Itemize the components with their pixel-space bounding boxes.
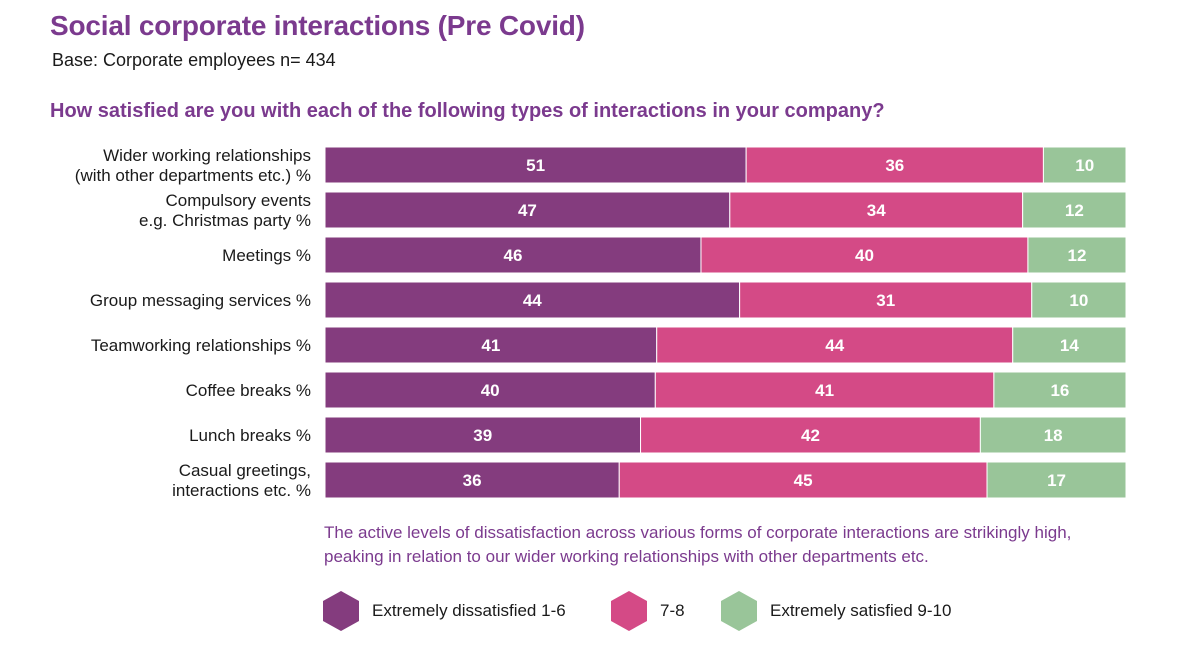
bar-value-label: 46 — [504, 246, 523, 265]
row-label: Compulsory events — [165, 191, 311, 210]
bar-value-label: 10 — [1069, 291, 1088, 310]
bar-value-label: 41 — [481, 336, 500, 355]
bar-segment — [700, 236, 1029, 274]
survey-question: How satisfied are you with each of the f… — [50, 100, 885, 122]
bar-segment — [324, 236, 702, 274]
bar-segment — [729, 191, 1024, 229]
bar-value-label: 17 — [1047, 471, 1066, 490]
row-label: Meetings % — [222, 246, 311, 265]
bar-segment — [324, 461, 620, 499]
row-label: Lunch breaks % — [189, 426, 311, 445]
bar-segment — [618, 461, 988, 499]
row-label: Wider working relationships — [103, 146, 311, 165]
bar-value-label: 44 — [825, 336, 844, 355]
legend-swatch-7-8 — [611, 591, 647, 631]
base-note: Base: Corporate employees n= 434 — [52, 50, 336, 70]
legend-label-7-8: 7-8 — [660, 601, 685, 620]
bar-value-label: 47 — [518, 201, 537, 220]
bar-segment — [986, 461, 1127, 499]
bar-value-label: 39 — [473, 426, 492, 445]
bar-segment — [1042, 146, 1127, 184]
bar-segment — [324, 326, 658, 364]
legend-label-dissatisfied: Extremely dissatisfied 1-6 — [372, 601, 566, 620]
row-label: Teamworking relationships % — [91, 336, 311, 355]
bar-value-label: 12 — [1067, 246, 1086, 265]
legend-item-7-8: 7-8 — [610, 590, 685, 632]
bar-value-label: 18 — [1044, 426, 1063, 445]
bar-segment — [1022, 191, 1127, 229]
row-label: Group messaging services % — [90, 291, 311, 310]
bar-value-label: 40 — [481, 381, 500, 400]
legend-swatch-satisfied — [721, 591, 757, 631]
row-label: (with other departments etc.) % — [75, 166, 311, 185]
bar-segment — [993, 371, 1127, 409]
chart-annotation: The active levels of dissatisfaction acr… — [324, 523, 1072, 566]
bar-value-label: 12 — [1065, 201, 1084, 220]
bar-segment — [324, 191, 731, 229]
bar-value-label: 41 — [815, 381, 834, 400]
bar-segment — [640, 416, 981, 454]
bar-value-label: 44 — [523, 291, 542, 310]
bar-segment — [324, 416, 642, 454]
bar-value-label: 40 — [855, 246, 874, 265]
bar-segment — [979, 416, 1127, 454]
bar-value-label: 51 — [526, 156, 545, 175]
legend-item-satisfied: Extremely satisfied 9-10 — [720, 590, 951, 632]
row-label: e.g. Christmas party % — [139, 211, 311, 230]
bar-value-label: 10 — [1075, 156, 1094, 175]
legend-label-satisfied: Extremely satisfied 9-10 — [770, 601, 952, 620]
row-label: interactions etc. % — [172, 481, 311, 500]
bar-segment — [745, 146, 1044, 184]
bar-segment — [324, 146, 747, 184]
bar-value-label: 45 — [794, 471, 813, 490]
chart-title: Social corporate interactions (Pre Covid… — [50, 10, 585, 41]
bar-value-label: 14 — [1060, 336, 1079, 355]
bar-segment — [324, 281, 741, 319]
bar-value-label: 42 — [801, 426, 820, 445]
legend-swatch-dissatisfied — [323, 591, 359, 631]
row-label: Coffee breaks % — [186, 381, 311, 400]
bar-segment — [1012, 326, 1127, 364]
bar-value-label: 16 — [1050, 381, 1069, 400]
stacked-bar-chart: Wider working relationships(with other d… — [75, 146, 1127, 500]
legend-item-dissatisfied: Extremely dissatisfied 1-6 — [322, 590, 566, 632]
bar-segment — [1031, 281, 1127, 319]
bar-value-label: 31 — [876, 291, 895, 310]
bar-value-label: 36 — [463, 471, 482, 490]
bar-segment — [324, 371, 656, 409]
chart-legend: Extremely dissatisfied 1-6 7-8 Extremely… — [322, 590, 1122, 632]
bar-value-label: 34 — [867, 201, 886, 220]
bar-segment — [656, 326, 1014, 364]
bar-segment — [654, 371, 995, 409]
bar-value-label: 36 — [885, 156, 904, 175]
row-label: Casual greetings, — [179, 461, 311, 480]
bar-segment — [1027, 236, 1127, 274]
